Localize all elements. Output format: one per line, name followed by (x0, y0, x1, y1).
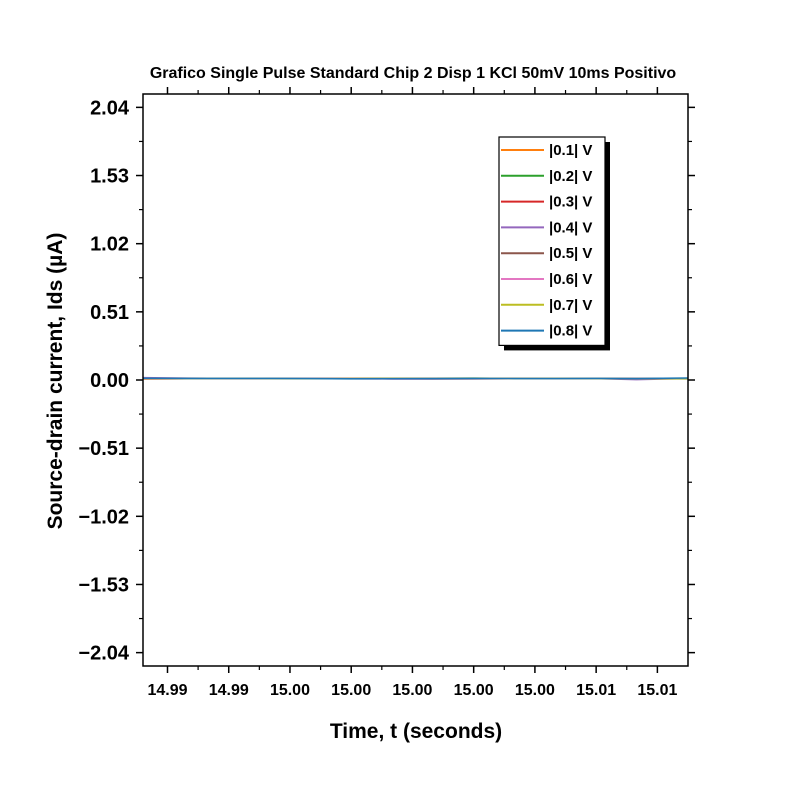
axes: 2.04 1.53 1.02 0.51 0.00 −0.51 −1.02 −1.53 −2.04… (78, 87, 695, 699)
legend-label: |0.5| V (549, 245, 592, 262)
y-tick-label: 1.53 (90, 166, 129, 188)
chart-title: Grafico Single Pulse Standard Chip 2 Dis… (150, 65, 677, 82)
legend-box (498, 136, 606, 346)
x-tick-label: 15.00 (515, 682, 555, 699)
y-tick-label: −1.53 (78, 574, 129, 596)
legend-label: |0.2| V (549, 168, 592, 185)
legend-label: |0.4| V (549, 219, 592, 236)
y-tick-label: 2.04 (90, 97, 130, 119)
x-axis-label: Time, t (seconds) (330, 720, 502, 743)
x-tick-label: 14.99 (209, 682, 249, 699)
legend: |0.1| V |0.2| V |0.3| V |0.4| V |0.5| V |0.6|… (498, 136, 610, 351)
y-axis-label: Source-drain current, Ids (µA) (44, 233, 67, 530)
series-line-8 (142, 377, 689, 380)
x-tick-label: 15.00 (331, 682, 371, 699)
x-tick-label: 15.00 (392, 682, 432, 699)
legend-label: |0.7| V (549, 297, 592, 314)
y-tick-label: 0.00 (90, 370, 129, 392)
y-tick-label: −1.02 (78, 506, 129, 528)
x-tick-label: 15.00 (454, 682, 494, 699)
legend-label: |0.3| V (549, 194, 592, 211)
y-tick-label: −0.51 (78, 438, 129, 460)
x-tick-label: 15.01 (576, 682, 616, 699)
legend-label: |0.8| V (549, 323, 592, 340)
y-tick-label: 1.02 (90, 234, 129, 256)
y-tick-label: −2.04 (78, 643, 129, 665)
legend-label: |0.6| V (549, 271, 592, 288)
legend-label: |0.1| V (549, 142, 592, 159)
x-tick-label: 15.01 (637, 682, 677, 699)
x-tick-label: 14.99 (147, 682, 187, 699)
plot-area (142, 376, 689, 381)
y-tick-label: 0.51 (90, 302, 129, 324)
x-tick-label: 15.00 (270, 682, 310, 699)
